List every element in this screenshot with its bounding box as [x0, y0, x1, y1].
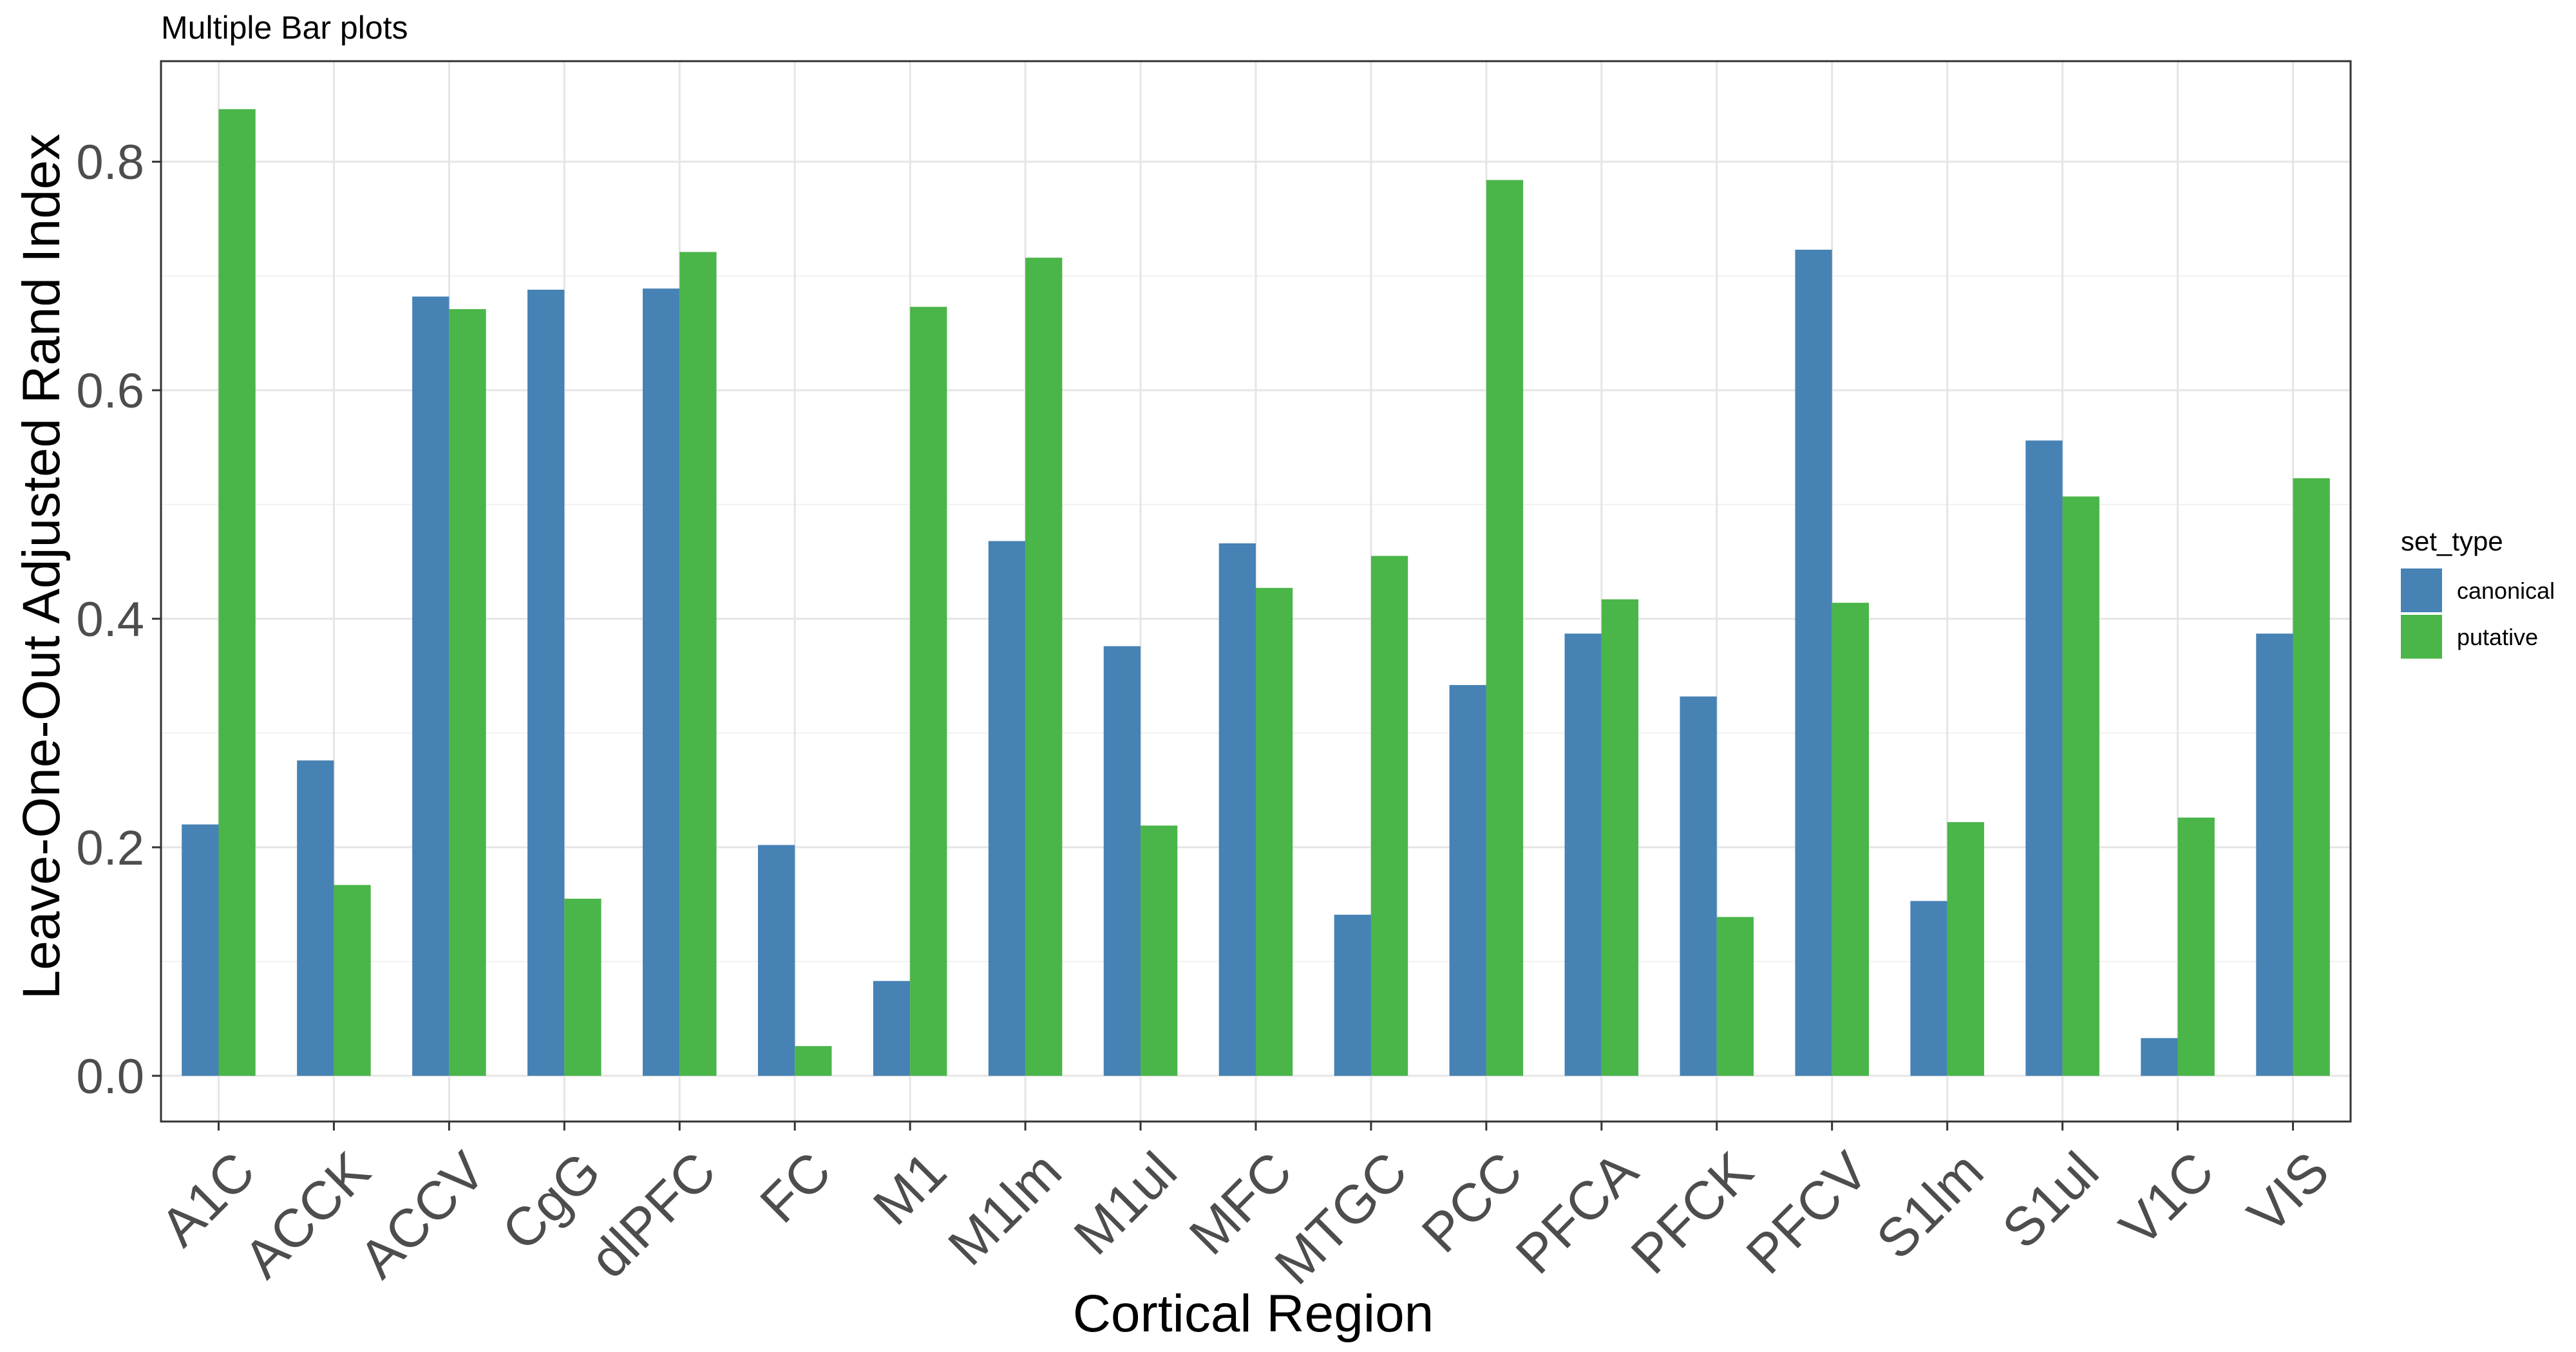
bar-canonical-S1ul	[2025, 440, 2063, 1076]
bar-canonical-MFC	[1218, 543, 1256, 1076]
legend-key-putative	[2401, 615, 2442, 659]
x-tick-label: M1	[862, 1140, 958, 1236]
y-tick-label: 0.4	[76, 592, 144, 647]
bar-canonical-S1lm	[1910, 901, 1947, 1076]
x-tick-label: M1ul	[1063, 1140, 1188, 1266]
x-tick-label: dlPFC	[578, 1140, 727, 1290]
bar-canonical-MTGC	[1334, 914, 1371, 1076]
bar-canonical-FC	[757, 845, 795, 1076]
bar-canonical-PFCK	[1680, 696, 1717, 1076]
bar-canonical-ACCK	[297, 760, 334, 1076]
x-tick-label: ACCV	[348, 1140, 497, 1290]
bar-putative-S1lm	[1947, 822, 1984, 1076]
bar-canonical-PFCA	[1564, 634, 1602, 1076]
y-tick-label: 0.0	[76, 1049, 144, 1104]
x-tick-label: PFCV	[1735, 1140, 1880, 1285]
bar-canonical-CgG	[527, 289, 565, 1076]
bar-canonical-PFCV	[1795, 249, 1832, 1076]
bar-canonical-V1C	[2141, 1038, 2178, 1076]
bar-putative-PFCV	[1832, 603, 1869, 1076]
x-tick-label: ACCK	[232, 1140, 382, 1290]
bar-putative-S1ul	[2062, 496, 2099, 1076]
bar-putative-M1lm	[1025, 258, 1063, 1076]
bar-putative-VIS	[2293, 478, 2330, 1076]
bar-canonical-PCC	[1449, 685, 1486, 1076]
bar-canonical-M1lm	[988, 541, 1026, 1076]
x-axis-title: Cortical Region	[1073, 1284, 1434, 1343]
x-tick-label: MTGC	[1263, 1140, 1418, 1295]
bar-putative-M1ul	[1141, 825, 1178, 1076]
y-tick-label: 0.8	[76, 135, 144, 190]
bar-putative-PFCK	[1716, 917, 1754, 1076]
y-axis: 0.0 0.2 0.4 0.6 0.8	[76, 135, 161, 1104]
bar-putative-M1	[910, 306, 947, 1076]
x-tick-label: PFCK	[1620, 1140, 1765, 1285]
bar-putative-MTGC	[1370, 556, 1408, 1076]
legend-key-canonical	[2401, 568, 2442, 612]
bars	[182, 109, 2330, 1076]
bar-putative-ACCK	[334, 885, 371, 1076]
bar-putative-dlPFC	[679, 252, 717, 1076]
x-tick-label: S1lm	[1865, 1140, 1995, 1270]
bar-canonical-A1C	[182, 824, 219, 1076]
y-tick-label: 0.6	[76, 364, 144, 418]
bar-canonical-dlPFC	[643, 288, 680, 1076]
bar-putative-A1C	[218, 109, 256, 1076]
legend-label-canonical: canonical	[2457, 577, 2555, 604]
bar-putative-PCC	[1486, 180, 1524, 1076]
x-tick-label: FC	[748, 1140, 842, 1234]
bar-putative-ACCV	[449, 309, 486, 1076]
x-tick-label: VIS	[2236, 1140, 2340, 1244]
chart-title: Multiple Bar plots	[161, 10, 408, 46]
bar-putative-V1C	[2177, 817, 2215, 1076]
x-tick-label: S1ul	[1991, 1140, 2110, 1259]
legend: set_type canonical putative	[2401, 526, 2555, 659]
x-tick-label: V1C	[2108, 1140, 2225, 1257]
bar-putative-FC	[795, 1046, 832, 1076]
y-tick-label: 0.2	[76, 821, 144, 876]
y-axis-title: Leave-One-Out Adjusted Rand Index	[12, 134, 71, 1000]
legend-label-putative: putative	[2457, 624, 2538, 650]
x-tick-label: M1lm	[936, 1140, 1073, 1277]
legend-title: set_type	[2401, 526, 2503, 556]
bar-canonical-VIS	[2256, 634, 2293, 1076]
bar-putative-CgG	[564, 898, 601, 1076]
bar-putative-MFC	[1256, 588, 1293, 1076]
bar-canonical-M1	[873, 981, 911, 1076]
x-tick-label: PFCA	[1504, 1140, 1649, 1285]
bar-canonical-M1ul	[1103, 646, 1141, 1076]
bar-canonical-ACCV	[412, 296, 450, 1076]
bar-putative-PFCA	[1601, 599, 1639, 1076]
